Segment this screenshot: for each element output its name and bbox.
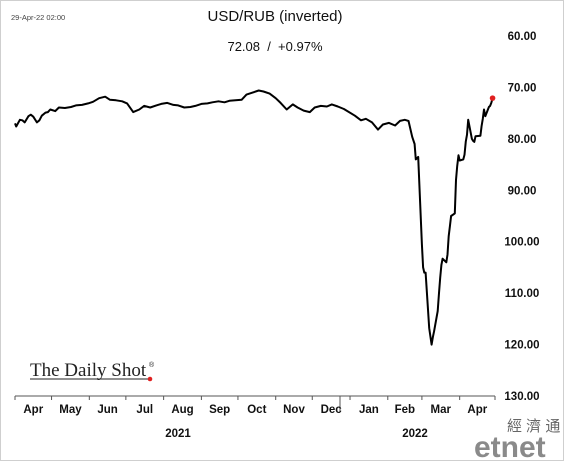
etnet-wordmark: etnet <box>474 431 546 460</box>
x-tick-label: May <box>59 404 82 416</box>
y-axis: 60.00 70.00 80.00 90.00 100.00 110.00 120.00 13… <box>504 31 539 403</box>
x-tick-label: Aug <box>171 404 193 416</box>
x-tick-label: Feb <box>395 404 415 416</box>
daily-shot-wordmark: The Daily Shot <box>30 360 147 381</box>
x-tick-label: Jul <box>136 404 153 416</box>
x-tick-label: Dec <box>321 404 343 416</box>
y-tick-label: 90.00 <box>508 185 537 197</box>
y-tick-label: 100.00 <box>504 237 539 249</box>
x-tick-label: Jan <box>359 404 379 416</box>
x-tick-labels: Apr May Jun Jul Aug Sep Oct Nov Dec Jan Feb Mar Apr <box>23 404 487 416</box>
y-tick-label: 60.00 <box>508 31 537 43</box>
daily-shot-dot <box>147 376 153 382</box>
etnet-chinese-name: 經 濟 通 <box>507 418 560 435</box>
series-line-usdrub <box>14 89 494 346</box>
chart-title: USD/RUB (inverted) <box>207 8 342 25</box>
last-value-marker <box>489 95 496 101</box>
x-tick-label: Apr <box>23 404 43 416</box>
x-tick-label: Apr <box>467 404 487 416</box>
series-layer <box>14 89 496 346</box>
x-axis <box>14 395 496 411</box>
y-tick-label: 120.00 <box>504 340 539 352</box>
year-label-2022: 2022 <box>402 428 428 440</box>
x-tick-label: Oct <box>247 404 266 416</box>
y-tick-label: 80.00 <box>508 134 537 146</box>
y-tick-label: 70.00 <box>508 82 537 94</box>
year-label-2021: 2021 <box>165 428 191 440</box>
x-tick-label: Nov <box>283 404 305 416</box>
y-tick-label: 130.00 <box>504 391 539 403</box>
x-tick-label: Sep <box>209 404 230 416</box>
etnet-logo: 經 濟 通 etnet <box>474 418 560 464</box>
chart-subtitle: 72.08 / +0.97% <box>227 39 322 54</box>
timestamp: 29-Apr-22 02:00 <box>11 13 65 22</box>
daily-shot-logo: The Daily Shot ® <box>30 360 155 382</box>
y-tick-label: 110.00 <box>505 288 540 300</box>
daily-shot-registered-mark: ® <box>149 361 155 369</box>
x-tick-label: Mar <box>431 404 452 416</box>
x-tick-label: Jun <box>97 404 117 416</box>
